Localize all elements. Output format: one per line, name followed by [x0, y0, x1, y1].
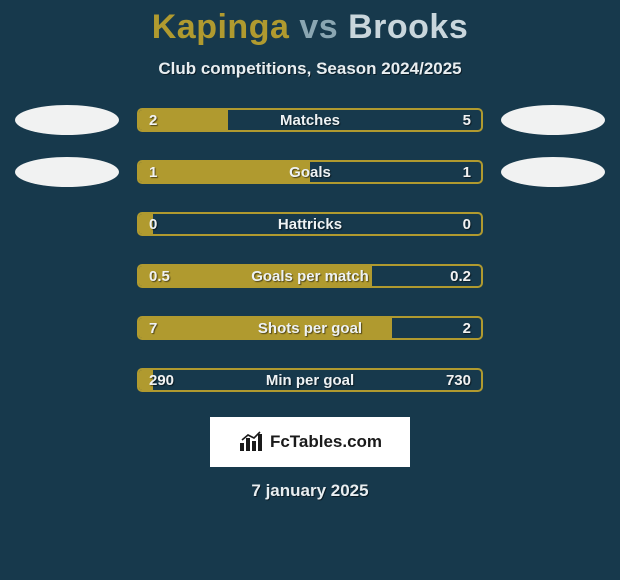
logo-text: FcTables.com [270, 432, 382, 452]
stat-row: 290730Min per goal [0, 365, 620, 395]
bar-fill-right [310, 162, 481, 182]
stat-bar: 72Shots per goal [137, 316, 483, 340]
stat-row: 25Matches [0, 105, 620, 135]
vs-label: vs [299, 8, 338, 46]
stat-value-right: 0 [463, 214, 471, 234]
oval-slot-right [501, 365, 605, 395]
bar-fill-right [153, 214, 481, 234]
logo-box: FcTables.com [210, 417, 410, 467]
stat-bar: 11Goals [137, 160, 483, 184]
stat-bar: 290730Min per goal [137, 368, 483, 392]
stat-value-left: 0 [149, 214, 157, 234]
bar-fill-left [139, 318, 392, 338]
oval-slot-left [15, 313, 119, 343]
stat-value-right: 5 [463, 110, 471, 130]
player2-oval [501, 105, 605, 135]
player2-name: Brooks [348, 8, 468, 46]
stat-row: 72Shots per goal [0, 313, 620, 343]
player1-oval [15, 105, 119, 135]
season-subtitle: Club competitions, Season 2024/2025 [0, 59, 620, 79]
stat-row: 0.50.2Goals per match [0, 261, 620, 291]
bar-fill-left [139, 162, 310, 182]
stat-value-right: 730 [446, 370, 471, 390]
bar-fill-right [228, 110, 481, 130]
oval-slot-right [501, 105, 605, 135]
oval-slot-right [501, 209, 605, 239]
bar-fill-left [139, 266, 372, 286]
player1-oval [15, 157, 119, 187]
stat-value-left: 0.5 [149, 266, 170, 286]
date-label: 7 january 2025 [0, 481, 620, 501]
oval-slot-left [15, 365, 119, 395]
oval-slot-left [15, 157, 119, 187]
stat-value-right: 0.2 [450, 266, 471, 286]
oval-slot-right [501, 157, 605, 187]
stat-value-left: 7 [149, 318, 157, 338]
oval-slot-right [501, 261, 605, 291]
bar-fill-right [153, 370, 481, 390]
stat-row: 00Hattricks [0, 209, 620, 239]
player2-oval [501, 157, 605, 187]
bar-chart-icon [238, 431, 264, 453]
player1-name: Kapinga [152, 8, 290, 46]
stat-value-right: 2 [463, 318, 471, 338]
comparison-title: Kapinga vs Brooks [0, 8, 620, 47]
stat-bar: 25Matches [137, 108, 483, 132]
oval-slot-left [15, 105, 119, 135]
oval-slot-right [501, 313, 605, 343]
stats-rows: 25Matches11Goals00Hattricks0.50.2Goals p… [0, 105, 620, 395]
oval-slot-left [15, 209, 119, 239]
stat-value-left: 290 [149, 370, 174, 390]
stat-bar: 0.50.2Goals per match [137, 264, 483, 288]
stat-value-right: 1 [463, 162, 471, 182]
stat-row: 11Goals [0, 157, 620, 187]
stat-bar: 00Hattricks [137, 212, 483, 236]
oval-slot-left [15, 261, 119, 291]
stat-value-left: 2 [149, 110, 157, 130]
stat-value-left: 1 [149, 162, 157, 182]
